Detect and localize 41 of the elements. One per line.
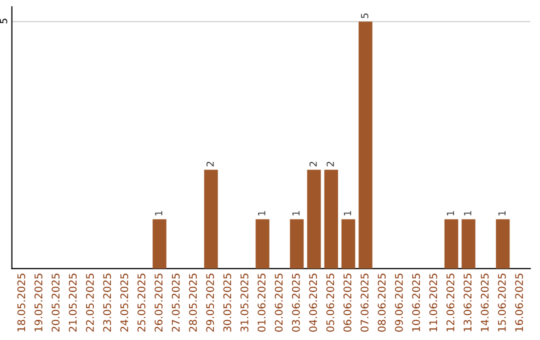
data-label: 1 bbox=[292, 211, 300, 216]
x-tick-label: 29.05.2025 bbox=[206, 274, 214, 332]
x-tick-label: 07.06.2025 bbox=[360, 274, 369, 332]
x-tick-label: 23.05.2025 bbox=[103, 274, 112, 332]
x-tick-label: 10.06.2025 bbox=[412, 274, 420, 332]
data-label: 5 bbox=[361, 14, 368, 18]
x-tick-label: 12.06.2025 bbox=[446, 274, 454, 332]
x-tick-label: 09.06.2025 bbox=[394, 274, 403, 332]
x-tick-label: 03.06.2025 bbox=[292, 274, 300, 332]
x-tick-label: 01.06.2025 bbox=[258, 274, 266, 332]
data-label: 2 bbox=[206, 162, 214, 166]
data-label: 1 bbox=[498, 211, 506, 216]
x-tick-label: 08.06.2025 bbox=[378, 274, 386, 332]
data-label: 1 bbox=[258, 211, 266, 216]
x-tick-label: 28.05.2025 bbox=[188, 274, 197, 332]
data-label: 2 bbox=[326, 162, 334, 166]
data-label: 1 bbox=[155, 211, 162, 216]
x-tick-label: 19.05.2025 bbox=[34, 274, 42, 332]
x-tick-label: 22.05.2025 bbox=[86, 274, 94, 332]
x-tick-label: 06.06.2025 bbox=[343, 274, 352, 332]
x-tick-label: 11.06.2025 bbox=[429, 274, 438, 332]
data-label: 1 bbox=[464, 211, 472, 216]
data-label: 1 bbox=[446, 211, 454, 216]
x-tick-label: 27.05.2025 bbox=[172, 274, 180, 332]
x-tick-label: 21.05.2025 bbox=[68, 274, 77, 332]
x-tick-label: 26.05.2025 bbox=[154, 274, 163, 332]
x-tick-label: 31.05.2025 bbox=[240, 274, 248, 332]
x-tick-label: 25.05.2025 bbox=[137, 274, 146, 332]
data-label: 1 bbox=[344, 211, 352, 216]
x-tick-label: 24.05.2025 bbox=[120, 274, 128, 332]
data-label: 2 bbox=[309, 162, 317, 166]
x-tick-label: 13.06.2025 bbox=[464, 274, 472, 332]
x-tick-label: 02.06.2025 bbox=[274, 274, 283, 332]
x-tick-label: 20.05.2025 bbox=[52, 274, 60, 332]
x-tick-label: 15.06.2025 bbox=[498, 274, 506, 332]
x-tick-label: 04.06.2025 bbox=[309, 274, 318, 332]
x-tick-label: 30.05.2025 bbox=[223, 274, 232, 332]
x-tick-label: 18.05.2025 bbox=[17, 274, 26, 332]
x-tick-label: 05.06.2025 bbox=[326, 274, 334, 332]
x-tick-label: 16.06.2025 bbox=[515, 274, 524, 332]
x-tick-label: 14.06.2025 bbox=[480, 274, 489, 332]
